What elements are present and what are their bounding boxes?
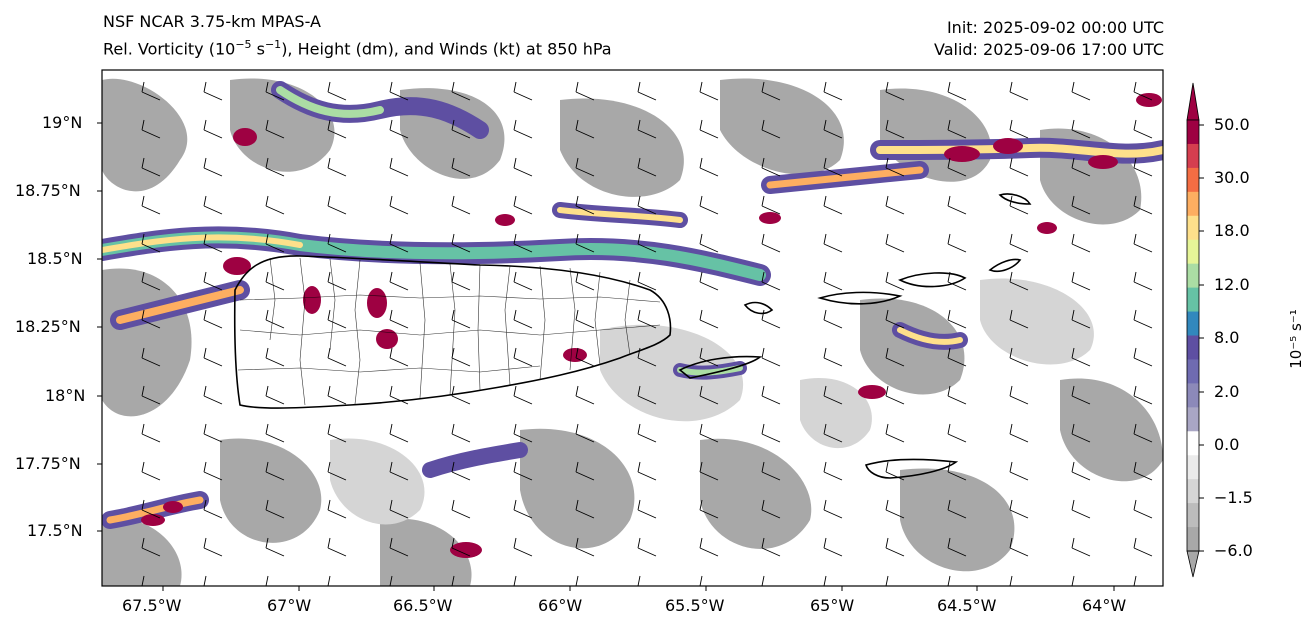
colorbar-label: 18.0 (1214, 221, 1250, 240)
colorbar-segment (1187, 407, 1199, 432)
vieques-coastline (678, 355, 763, 379)
colorbar-label: 2.0 (1214, 382, 1240, 401)
colorbar-frame (1186, 119, 1200, 552)
colorbar-label: −6.0 (1214, 541, 1253, 560)
lat-tick-label: 17.5°N (27, 521, 83, 540)
lat-tick-label: 19°N (42, 113, 83, 132)
lat-tick-label: 18.25°N (15, 317, 81, 336)
colorbar-min-extend (1186, 550, 1200, 578)
colorbar-segment (1187, 431, 1199, 456)
colorbar-ticks (1199, 124, 1204, 552)
colorbar-segment (1187, 215, 1199, 241)
colorbar-segment (1187, 359, 1199, 384)
colorbar-segment (1187, 263, 1199, 289)
lon-tick-label: 67.5°W (122, 596, 182, 615)
colorbar-segment (1187, 503, 1199, 528)
colorbar-segments (1187, 120, 1199, 552)
colorbar (1186, 82, 1204, 578)
colorbar-segment (1187, 120, 1199, 145)
lat-tick-label: 17.75°N (15, 454, 81, 473)
colorbar-segment (1187, 311, 1199, 336)
lon-tick-label: 67°W (267, 596, 312, 615)
lon-tick-label: 66°W (538, 596, 583, 615)
colorbar-segment (1187, 287, 1199, 313)
map-frame (101, 69, 1164, 587)
anegada-coastline (998, 193, 1032, 205)
wind-barbs (102, 70, 1163, 586)
coastlines (233, 193, 1032, 479)
municipality-borders (237, 257, 661, 406)
colorbar-label: 0.0 (1214, 435, 1240, 454)
lon-tick-label: 64°W (1082, 596, 1127, 615)
colorbar-label: 30.0 (1214, 168, 1250, 187)
field-title: Rel. Vorticity (10−5 s−1), Height (dm), … (103, 38, 612, 59)
puerto-rico-coastline (233, 255, 672, 409)
colorbar-segment (1187, 167, 1199, 193)
colorbar-units: 10⁻⁵ s⁻¹ (1286, 309, 1304, 369)
init-time: Init: 2025-09-02 00:00 UTC (946, 18, 1164, 37)
lat-tick-label: 18.75°N (15, 181, 81, 200)
valid-time: Valid: 2025-09-06 17:00 UTC (933, 40, 1164, 59)
colorbar-label: 50.0 (1214, 115, 1250, 134)
model-title: NSF NCAR 3.75-km MPAS-A (103, 12, 321, 31)
colorbar-segment (1187, 143, 1199, 169)
colorbar-segment (1187, 239, 1199, 265)
culebra-coastline (743, 301, 774, 315)
colorbar-segment (1187, 383, 1199, 408)
colorbar-segment (1187, 335, 1199, 360)
colorbar-label: 12.0 (1214, 275, 1250, 294)
lon-tick-label: 64.5°W (937, 596, 997, 615)
lon-tick-label: 65.5°W (665, 596, 725, 615)
colorbar-segment (1187, 455, 1199, 480)
axis-ticks (97, 122, 1115, 591)
colorbar-segment (1187, 527, 1199, 552)
colorbar-max-extend (1186, 82, 1200, 121)
colorbar-segment (1187, 191, 1199, 217)
st-john-coastline (898, 272, 967, 288)
st-croix-coastline (865, 458, 959, 479)
st-thomas-coastline (817, 291, 903, 305)
lat-tick-label: 18.5°N (27, 249, 83, 268)
colorbar-segment (1187, 479, 1199, 504)
lon-tick-label: 65°W (810, 596, 855, 615)
vorticity-field (102, 70, 1163, 586)
lon-tick-label: 66.5°W (393, 596, 453, 615)
lat-tick-label: 18°N (45, 386, 86, 405)
colorbar-label: 8.0 (1214, 328, 1240, 347)
tortola-coastline (988, 258, 1022, 273)
colorbar-label: −1.5 (1214, 488, 1253, 507)
